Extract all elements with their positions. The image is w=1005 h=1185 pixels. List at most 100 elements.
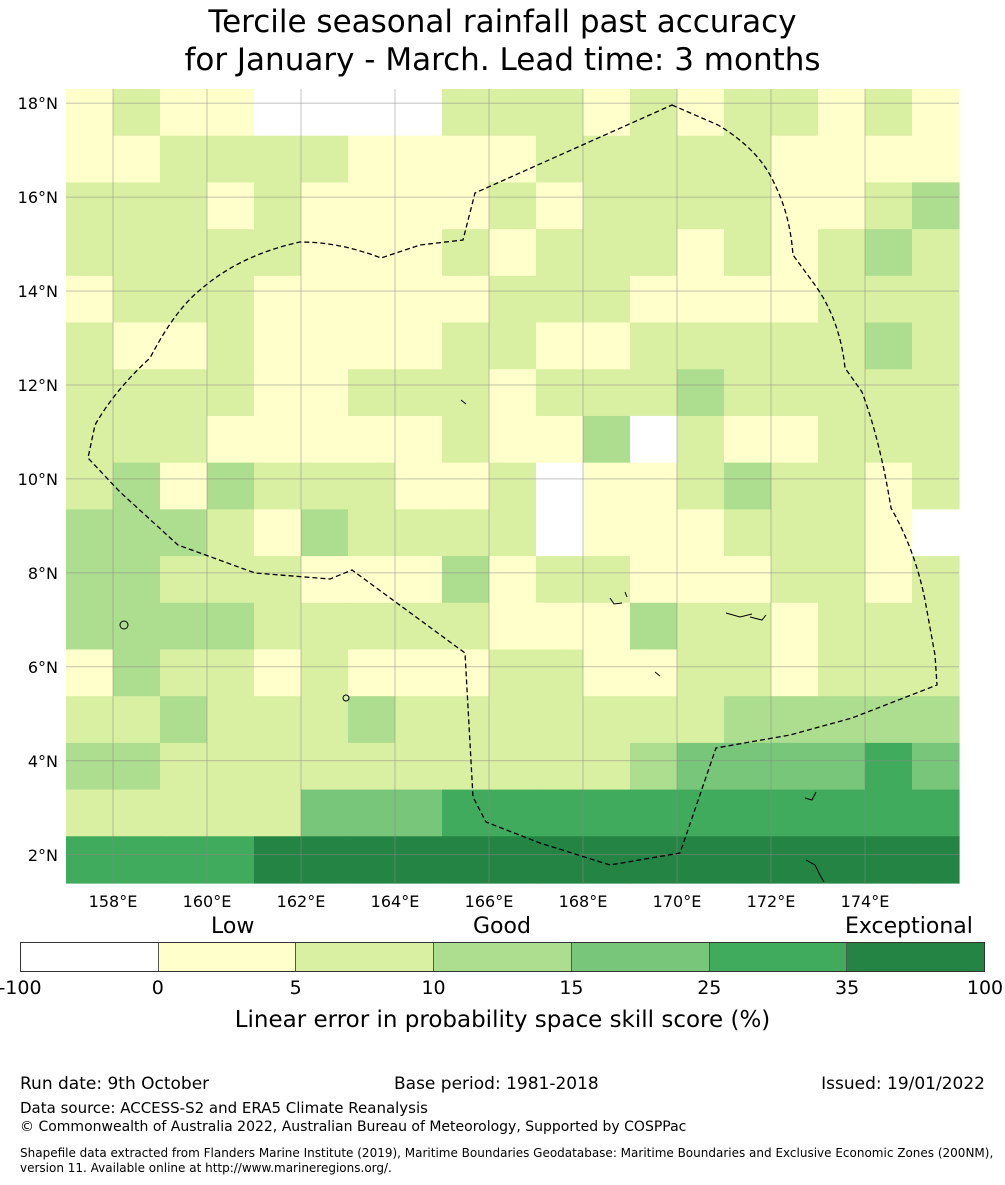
skill-cell: [818, 462, 866, 510]
skill-cell: [113, 369, 161, 417]
skill-cell: [395, 229, 443, 277]
skill-cell: [912, 789, 960, 837]
skill-cell: [395, 789, 443, 837]
skill-cell: [207, 182, 255, 230]
skill-cell: [160, 415, 208, 464]
skill-cell: [583, 275, 631, 324]
skill-cell: [677, 462, 725, 510]
skill-cell: [630, 369, 678, 417]
skill-cell: [536, 322, 584, 370]
skill-cell: [301, 229, 349, 277]
skill-cell: [724, 602, 772, 651]
skill-cell: [113, 275, 161, 324]
skill-cell: [254, 602, 302, 651]
skill-cell: [301, 322, 349, 370]
skill-cell: [724, 649, 772, 697]
skill-cell: [865, 602, 913, 651]
skill-cell: [160, 836, 208, 884]
skill-cell: [207, 602, 255, 651]
skill-cell: [583, 462, 631, 510]
skill-cell: [348, 509, 396, 557]
skill-cell: [113, 89, 161, 137]
skill-cell: [442, 415, 490, 464]
skill-cell: [677, 602, 725, 651]
skill-cell: [395, 462, 443, 510]
skill-cell: [442, 509, 490, 557]
skill-cell: [630, 696, 678, 744]
skill-cell: [207, 836, 255, 884]
skill-cell: [207, 789, 255, 837]
longitude-tick-label: 168°E: [559, 892, 608, 911]
skill-cell: [489, 789, 537, 837]
skill-cell: [254, 696, 302, 744]
skill-cell: [160, 649, 208, 697]
skill-cell: [348, 742, 396, 791]
skill-cell: [677, 742, 725, 791]
longitude-tick-label: 166°E: [465, 892, 514, 911]
skill-cell: [912, 649, 960, 697]
skill-cell: [771, 462, 819, 510]
skill-cell: [301, 89, 349, 137]
skill-cell: [113, 135, 161, 184]
skill-cell: [865, 509, 913, 557]
skill-cell: [724, 836, 772, 884]
skill-cell: [254, 742, 302, 791]
skill-cell: [442, 602, 490, 651]
skill-cell: [160, 229, 208, 277]
skill-cell: [113, 602, 161, 651]
skill-cell: [442, 89, 490, 137]
skill-cell: [818, 322, 866, 370]
skill-cell: [160, 135, 208, 184]
colorbar-tick-label: 15: [559, 977, 584, 999]
skill-cell: [348, 415, 396, 464]
skill-cell: [160, 556, 208, 604]
skill-cell: [771, 509, 819, 557]
skill-cell: [630, 135, 678, 184]
skill-cell: [207, 696, 255, 744]
shapefile-note-line-2: version 11. Available online at http://w…: [20, 1161, 392, 1175]
skill-cell: [583, 415, 631, 464]
skill-cell: [536, 182, 584, 230]
colorbar-segment: [708, 943, 847, 971]
skill-cell: [207, 89, 255, 137]
skill-cell: [442, 462, 490, 510]
skill-cell: [113, 462, 161, 510]
skill-cell: [442, 322, 490, 370]
skill-cell: [724, 696, 772, 744]
skill-cell: [536, 415, 584, 464]
axis-ticks: 158°E 160°E 162°E 164°E 166°E 168°E 170°E 172°E…: [18, 94, 890, 911]
skill-cell: [207, 369, 255, 417]
latitude-tick-label: 10°N: [18, 470, 58, 489]
skill-cell: [489, 696, 537, 744]
skill-cell: [912, 229, 960, 277]
chart-title-line-1: Tercile seasonal rainfall past accuracy: [208, 4, 797, 40]
skill-cell: [583, 649, 631, 697]
skill-cell: [724, 509, 772, 557]
skill-cell: [254, 135, 302, 184]
latitude-tick-label: 4°N: [28, 752, 58, 771]
longitude-tick-label: 162°E: [277, 892, 326, 911]
latitude-tick-label: 2°N: [28, 846, 58, 865]
skill-cell: [160, 742, 208, 791]
skill-cell: [677, 135, 725, 184]
skill-cell: [489, 415, 537, 464]
skill-cell: [207, 415, 255, 464]
skill-cell: [254, 789, 302, 837]
skill-cell: [160, 789, 208, 837]
skill-grid-cells: [66, 89, 960, 884]
skill-cell: [66, 509, 114, 557]
base-period: Base period: 1981-2018: [394, 1074, 599, 1094]
skill-cell: [630, 509, 678, 557]
skill-cell: [66, 275, 114, 324]
colorbar-tick-label: 10: [421, 977, 446, 999]
skill-cell: [113, 836, 161, 884]
skill-cell: [818, 556, 866, 604]
skill-cell: [66, 556, 114, 604]
skill-cell: [254, 369, 302, 417]
colorbar-tick-label: 100: [966, 977, 1004, 999]
skill-cell: [348, 649, 396, 697]
skill-cell: [771, 649, 819, 697]
skill-cell: [630, 229, 678, 277]
skill-cell: [724, 789, 772, 837]
eez-boundary: [87, 104, 938, 866]
